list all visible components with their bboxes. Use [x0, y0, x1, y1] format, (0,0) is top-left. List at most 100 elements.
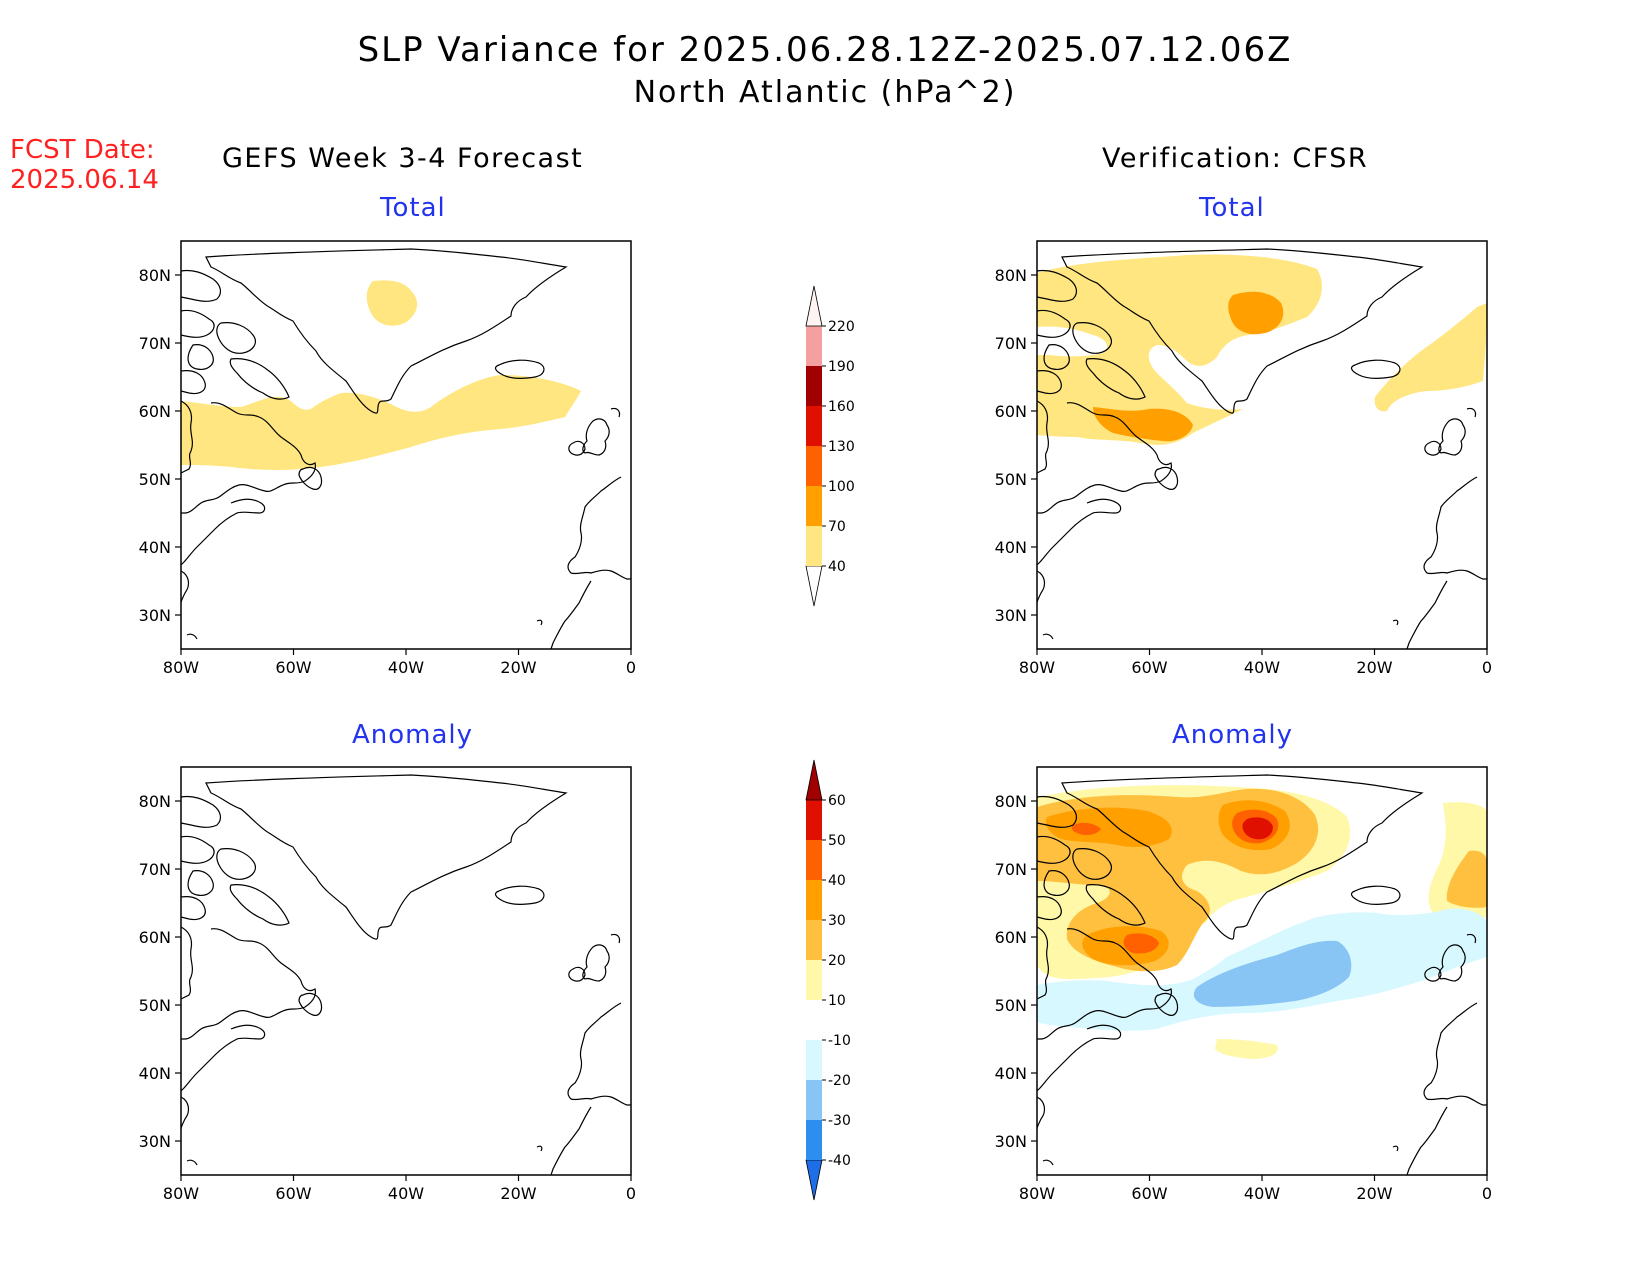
colorbar-swatch [805, 565, 823, 607]
lon-tick-label: 0 [1482, 1184, 1492, 1203]
colorbar-swatch [805, 285, 823, 327]
colorbar-swatch [805, 1159, 823, 1201]
colorbar-label: 30 [828, 913, 846, 929]
colorbar-label: -40 [828, 1153, 851, 1169]
lon-tick-label: 60W [275, 658, 311, 677]
colorbar-swatch [805, 759, 823, 801]
contour-fill-50-60 [1242, 817, 1273, 840]
colorbar-swatch [806, 526, 822, 566]
lon-tick-label: 40W [388, 658, 424, 677]
colorbar-swatch [806, 1000, 822, 1040]
lat-tick-label: 60N [139, 928, 171, 947]
colorbar-total: 40 70 100 130 160 190 220 [805, 285, 855, 607]
colorbar-label: 70 [828, 519, 846, 535]
lon-tick-label: 20W [1356, 658, 1392, 677]
panel-title-forecast-anomaly: Anomaly [352, 720, 474, 750]
colorbar-label: 100 [828, 479, 855, 495]
lat-tick-label: 60N [995, 402, 1027, 421]
lat-tick-label: 30N [139, 1132, 171, 1151]
lon-tick-label: 40W [388, 1184, 424, 1203]
contour-fill-40-70 [181, 280, 581, 470]
colorbar-swatch [806, 920, 822, 960]
axes-group: 80N 70N 60N 50N 40N 30N 80W 60W 40W 20W 0 80N 70N 60N… [139, 266, 1492, 1203]
lon-tick-label: 20W [500, 658, 536, 677]
left-column-title: GEFS Week 3-4 Forecast [222, 143, 584, 174]
lon-tick-label: 20W [500, 1184, 536, 1203]
chart-title: SLP Variance for 2025.06.28.12Z-2025.07.… [357, 30, 1293, 70]
colorbar-label: 40 [828, 873, 846, 889]
colorbar-swatch [806, 1120, 822, 1160]
panel-verification-anomaly [1036, 766, 1488, 1176]
lon-tick-label: 60W [275, 1184, 311, 1203]
lat-tick-label: 50N [995, 470, 1027, 489]
colorbar-label: -30 [828, 1113, 851, 1129]
lat-tick-label: 70N [995, 860, 1027, 879]
lat-tick-label: 40N [995, 1064, 1027, 1083]
lon-tick-label: 80W [163, 658, 199, 677]
colorbar-swatch [806, 960, 822, 1000]
panel-title-verification-total: Total [1199, 193, 1265, 223]
colorbar-swatch [806, 840, 822, 880]
colorbar-label: 20 [828, 953, 846, 969]
contour-fill-70-100 [1093, 291, 1284, 442]
colorbar-label: 220 [828, 319, 855, 335]
lat-tick-label: 30N [995, 1132, 1027, 1151]
colorbar-swatch [806, 326, 822, 366]
lat-tick-label: 40N [139, 538, 171, 557]
lon-tick-label: 80W [163, 1184, 199, 1203]
lat-tick-label: 70N [139, 860, 171, 879]
lat-tick-label: 80N [995, 266, 1027, 285]
lon-tick-label: 20W [1356, 1184, 1392, 1203]
colorbar-label: 10 [828, 993, 846, 1009]
lat-tick-label: 80N [139, 792, 171, 811]
colorbar-swatch [806, 486, 822, 526]
panel-forecast-anomaly [180, 766, 632, 1176]
colorbar-swatch [806, 366, 822, 406]
colorbar-label: 60 [828, 793, 846, 809]
lat-tick-label: 60N [995, 928, 1027, 947]
lat-tick-label: 30N [139, 606, 171, 625]
colorbar-anomaly: -40 -30 -20 -10 10 20 30 40 50 60 [805, 759, 851, 1201]
colorbar-label: 130 [828, 439, 855, 455]
lon-tick-label: 40W [1244, 658, 1280, 677]
lat-tick-label: 40N [139, 1064, 171, 1083]
right-column-title: Verification: CFSR [1102, 143, 1369, 174]
lat-tick-label: 60N [139, 402, 171, 421]
colorbar-label: 190 [828, 359, 855, 375]
colorbar-swatch [806, 800, 822, 840]
lat-tick-label: 80N [139, 266, 171, 285]
lon-tick-label: 0 [1482, 658, 1492, 677]
panel-forecast-total [180, 240, 632, 650]
panel-title-verification-anomaly: Anomaly [1172, 720, 1294, 750]
lon-tick-label: 60W [1131, 658, 1167, 677]
colorbar-label: -10 [828, 1033, 851, 1049]
colorbar-swatch [806, 1080, 822, 1120]
colorbar-label: 160 [828, 399, 855, 415]
panel-verification-total [1036, 240, 1488, 650]
colorbar-swatch [806, 406, 822, 446]
lat-tick-label: 50N [995, 996, 1027, 1015]
lat-tick-label: 30N [995, 606, 1027, 625]
contour-fill-negative-20 [1193, 940, 1352, 1007]
lat-tick-label: 50N [139, 996, 171, 1015]
fcst-date-label: FCST Date: 2025.06.14 [10, 135, 159, 195]
lat-tick-label: 70N [139, 334, 171, 353]
panel-title-forecast-total: Total [380, 193, 446, 223]
colorbar-swatch [806, 880, 822, 920]
colorbar-label: -20 [828, 1073, 851, 1089]
lon-tick-label: 80W [1019, 658, 1055, 677]
colorbar-label: 50 [828, 833, 846, 849]
lat-tick-label: 70N [995, 334, 1027, 353]
colorbar-swatch [806, 1040, 822, 1080]
lon-tick-label: 60W [1131, 1184, 1167, 1203]
colorbar-swatch [806, 446, 822, 486]
chart-subtitle: North Atlantic (hPa^2) [633, 75, 1017, 110]
colorbar-label: 40 [828, 559, 846, 575]
lat-tick-label: 40N [995, 538, 1027, 557]
lon-tick-label: 40W [1244, 1184, 1280, 1203]
fcst-label: FCST Date: [10, 135, 155, 165]
lat-tick-label: 50N [139, 470, 171, 489]
fcst-date: 2025.06.14 [10, 165, 159, 195]
lon-tick-label: 80W [1019, 1184, 1055, 1203]
